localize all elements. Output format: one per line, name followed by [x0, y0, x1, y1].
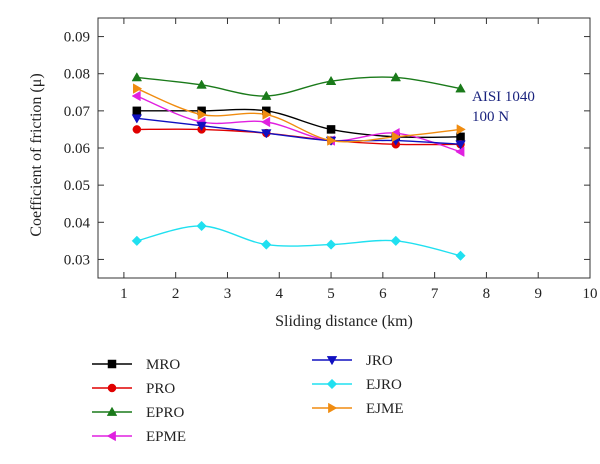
legend-marker-ejro	[326, 378, 338, 390]
x-tick-label: 10	[583, 286, 598, 302]
data-point-epro	[131, 72, 143, 82]
y-tick-label: 0.09	[64, 30, 90, 46]
legend-label-pro: PRO	[146, 381, 175, 397]
data-point-epro	[390, 72, 402, 82]
data-point-jro	[261, 129, 272, 139]
legend-label-ejro: EJRO	[366, 377, 402, 393]
data-point-ejme	[132, 83, 143, 94]
series-line-epro	[136, 76, 461, 97]
legend-item-ejme: EJME	[312, 401, 404, 417]
plot-border	[97, 17, 591, 279]
legend-label-epro: EPRO	[146, 405, 185, 421]
x-tick-label: 5	[327, 286, 335, 302]
series-layer	[131, 72, 466, 261]
y-axis-title: Coefficient of friction (μ)	[28, 73, 45, 236]
annotation-load: 100 N	[472, 109, 509, 125]
data-point-jro	[196, 121, 207, 132]
x-tick-label: 6	[379, 286, 387, 302]
x-tick-label: 8	[483, 286, 491, 302]
legend-label-epme: EPME	[146, 429, 186, 445]
legend-marker-pro	[107, 383, 117, 393]
x-tick-label: 9	[534, 286, 542, 302]
y-axis-ticks: 0.03 0.04 0.05 0.06 0.07 0.08 0.09	[64, 30, 590, 268]
x-axis-title: Sliding distance (km)	[275, 313, 413, 330]
legend-label-ejme: EJME	[366, 401, 404, 417]
x-tick-label: 4	[276, 286, 284, 302]
y-tick-label: 0.03	[64, 252, 90, 268]
x-tick-label: 1	[120, 286, 128, 302]
data-point-mro	[132, 106, 142, 116]
data-point-ejro	[390, 235, 401, 247]
data-point-ejme	[327, 135, 337, 146]
series-line-ejme	[136, 87, 461, 143]
annotation-material: AISI 1040	[472, 89, 535, 105]
x-tick-label: 3	[224, 286, 232, 302]
y-tick-label: 0.06	[64, 141, 91, 157]
data-point-epme	[455, 146, 465, 157]
legend-item-pro: PRO	[92, 381, 175, 397]
data-point-ejme	[391, 131, 402, 143]
data-point-mro	[326, 125, 336, 134]
data-point-ejro	[131, 235, 142, 247]
data-point-epro	[261, 90, 272, 100]
y-tick-label: 0.08	[64, 67, 90, 83]
series-line-jro	[136, 117, 461, 145]
x-tick-label: 2	[172, 286, 180, 302]
data-point-epme	[261, 116, 271, 128]
data-point-ejme	[456, 124, 466, 135]
legend-label-mro: MRO	[146, 357, 180, 373]
series-line-ejro	[136, 225, 461, 257]
series-epro	[131, 72, 466, 100]
legend-item-ejro: EJRO	[312, 377, 402, 393]
data-point-epme	[131, 90, 141, 102]
data-point-ejme	[197, 109, 207, 120]
series-line-epme	[136, 95, 461, 153]
data-point-ejro	[455, 250, 466, 261]
legend-item-epme: EPME	[92, 429, 186, 445]
x-tick-label: 7	[431, 286, 439, 302]
y-tick-label: 0.05	[64, 178, 90, 194]
legend-marker-mro	[107, 359, 117, 369]
y-tick-label: 0.07	[64, 104, 91, 120]
legend-marker-jro	[326, 356, 338, 366]
y-tick-label: 0.04	[64, 215, 91, 231]
legend-item-epro: EPRO	[92, 405, 185, 421]
legend: MRO PRO EPRO EPME JRO EJRO EJME	[92, 353, 404, 445]
data-point-epro	[325, 75, 337, 85]
legend-item-jro: JRO	[312, 353, 393, 369]
data-point-epro	[196, 79, 207, 89]
legend-label-jro: JRO	[366, 353, 393, 369]
legend-marker-epme	[106, 430, 116, 442]
series-ejro	[131, 220, 466, 261]
data-point-ejme	[262, 109, 272, 120]
data-point-ejro	[196, 220, 207, 232]
x-axis-ticks: 1 2 3 4 5 6 7 8 9 10	[120, 18, 598, 302]
legend-marker-epro	[106, 406, 118, 416]
data-point-epro	[455, 83, 466, 93]
data-point-jro	[455, 140, 466, 150]
legend-item-mro: MRO	[92, 357, 180, 373]
plot-frame	[97, 17, 591, 279]
series-ejme	[132, 83, 466, 146]
data-point-pro	[132, 125, 142, 134]
data-point-jro	[131, 114, 143, 124]
legend-marker-ejme	[328, 402, 338, 414]
series-line-mro	[136, 108, 461, 139]
data-point-ejro	[325, 239, 337, 250]
data-point-ejro	[261, 239, 272, 250]
